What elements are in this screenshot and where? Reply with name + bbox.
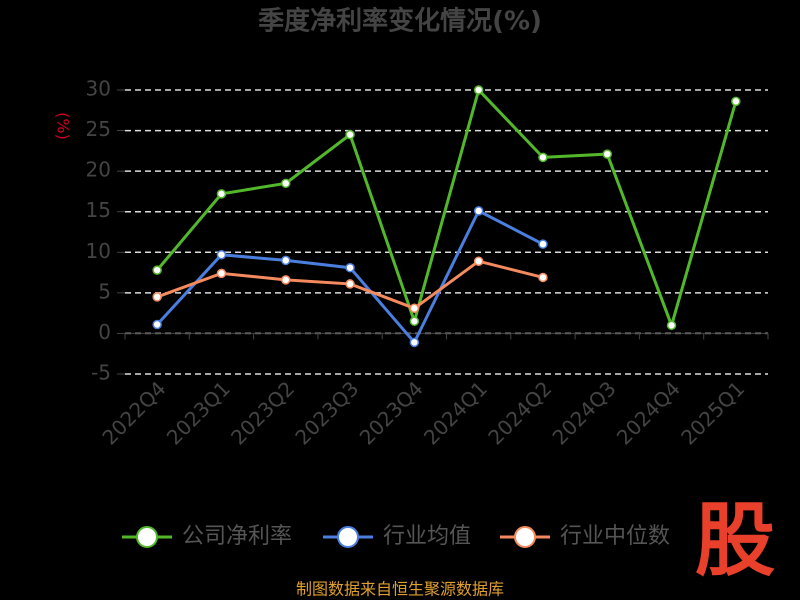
data-point — [409, 337, 420, 348]
legend-item: 行业均值 — [323, 524, 471, 549]
data-point — [473, 256, 484, 266]
data-point — [281, 178, 291, 189]
series-line — [156, 87, 738, 331]
data-point — [731, 96, 741, 107]
y-tick-label: 5 — [98, 279, 111, 303]
legend-label: 行业均值 — [383, 524, 471, 549]
legend-item: 公司净利率 — [122, 524, 292, 549]
data-point — [345, 129, 355, 140]
y-tick-label: 0 — [98, 320, 111, 344]
data-point — [409, 303, 420, 314]
data-point — [281, 255, 291, 266]
data-point — [473, 206, 484, 216]
data-point — [345, 262, 355, 273]
data-point — [666, 320, 677, 331]
data-point — [216, 268, 227, 279]
data-point — [538, 272, 548, 283]
y-axis-label: (%) — [54, 112, 73, 140]
legend-label: 公司净利率 — [182, 524, 292, 549]
data-point — [216, 189, 227, 199]
y-tick-label: -5 — [91, 361, 111, 385]
legend-marker — [136, 526, 158, 548]
y-tick-label: 25 — [86, 117, 111, 141]
data-point — [216, 249, 227, 260]
data-point — [152, 292, 162, 302]
data-point — [602, 149, 612, 159]
data-point — [409, 316, 420, 327]
data-point — [538, 152, 548, 163]
chart-title: 季度净利率变化情况(%) — [258, 6, 542, 37]
data-point — [152, 319, 162, 330]
data-point — [281, 275, 291, 285]
y-tick-label: 15 — [86, 198, 111, 222]
legend-label: 行业中位数 — [560, 524, 670, 549]
data-point — [152, 265, 162, 275]
logo: 股 — [695, 494, 775, 587]
y-tick-label: 20 — [86, 158, 111, 182]
legend-marker — [337, 526, 359, 548]
y-tick-label: 10 — [86, 239, 111, 263]
data-point — [345, 279, 355, 289]
data-point — [538, 239, 548, 249]
legend-marker — [514, 526, 536, 548]
legend-item: 行业中位数 — [500, 524, 670, 549]
source: 制图数据来自恒生聚源数据库 — [296, 580, 504, 599]
y-tick-label: 30 — [86, 77, 111, 101]
data-point — [473, 85, 484, 95]
